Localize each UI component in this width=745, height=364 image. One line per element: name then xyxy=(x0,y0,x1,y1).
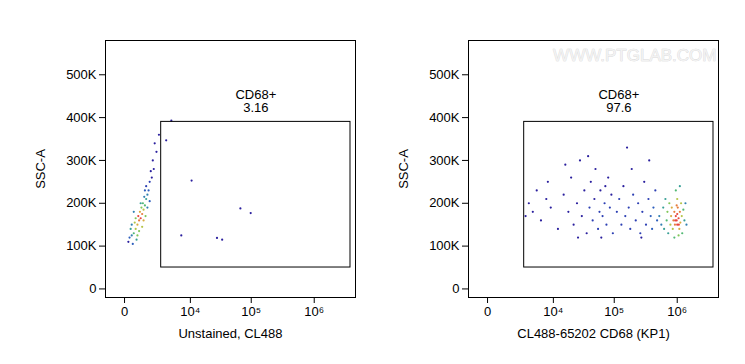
svg-text:CL488-65202 CD68 (KP1): CL488-65202 CD68 (KP1) xyxy=(517,326,669,341)
svg-text:300K: 300K xyxy=(429,153,460,168)
svg-text:500K: 500K xyxy=(66,67,97,82)
svg-text:10⁶: 10⁶ xyxy=(667,304,687,319)
svg-text:100K: 100K xyxy=(66,238,97,253)
svg-text:10⁵: 10⁵ xyxy=(241,304,261,319)
svg-text:10⁴: 10⁴ xyxy=(180,304,200,319)
svg-text:400K: 400K xyxy=(429,110,460,125)
svg-text:200K: 200K xyxy=(429,195,460,210)
svg-text:100K: 100K xyxy=(429,238,460,253)
svg-text:Unstained, CL488: Unstained, CL488 xyxy=(178,326,282,341)
svg-text:0: 0 xyxy=(484,304,491,319)
svg-text:CD68+97.6: CD68+97.6 xyxy=(598,87,639,115)
svg-text:400K: 400K xyxy=(66,110,97,125)
svg-text:WWW.PTGLAB.COM: WWW.PTGLAB.COM xyxy=(553,46,716,65)
svg-text:CD68+3.16: CD68+3.16 xyxy=(235,87,276,115)
svg-text:300K: 300K xyxy=(66,153,97,168)
svg-text:0: 0 xyxy=(89,281,96,296)
svg-text:0: 0 xyxy=(121,304,128,319)
svg-text:200K: 200K xyxy=(66,195,97,210)
svg-text:10⁶: 10⁶ xyxy=(304,304,324,319)
svg-text:10⁵: 10⁵ xyxy=(604,304,624,319)
svg-text:10⁴: 10⁴ xyxy=(543,304,563,319)
svg-text:500K: 500K xyxy=(429,67,460,82)
svg-text:0: 0 xyxy=(452,281,459,296)
svg-text:SSC-A: SSC-A xyxy=(396,149,411,189)
svg-text:SSC-A: SSC-A xyxy=(33,149,48,189)
